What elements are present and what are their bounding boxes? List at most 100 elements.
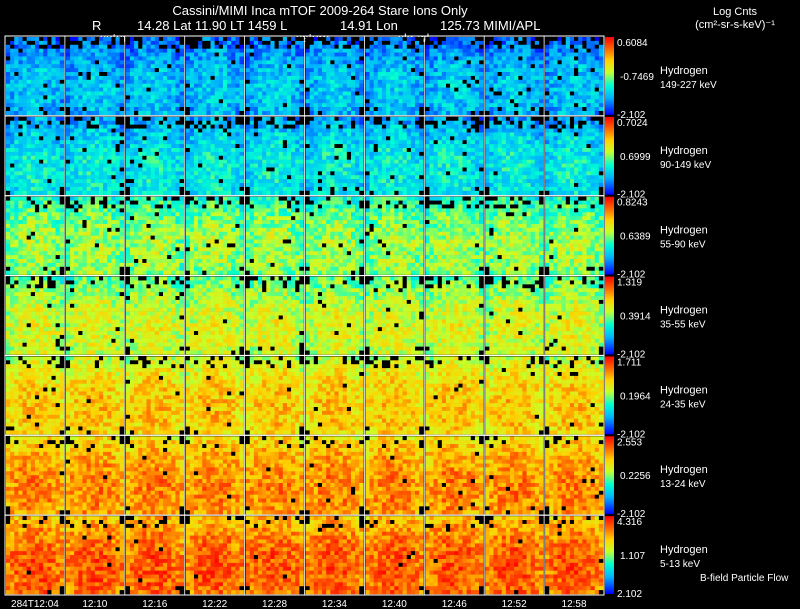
heatmap-cell [34,107,40,112]
heatmap-cell [322,186,327,192]
heatmap-cell [286,120,292,125]
heatmap-cell [22,103,27,108]
heatmap-cell [326,40,331,46]
heatmap-cell [317,120,323,125]
heatmap-cell [398,179,403,184]
heatmap-cell [111,116,116,122]
heatmap-cell [55,140,61,145]
heatmap-cell [202,179,207,184]
heatmap-cell [249,116,255,122]
heatmap-cell [214,68,220,73]
heatmap-cell [445,44,451,49]
heatmap-cell [433,79,439,85]
heatmap-cell [462,116,467,122]
heatmap-cell [369,52,374,57]
heatmap-cell [286,48,292,53]
heatmap-cell [522,48,527,53]
heatmap-cell [419,87,424,92]
heatmap-cell [142,75,147,81]
heatmap-cell [466,87,472,92]
heatmap-cell [338,87,344,92]
heatmap-cell [445,155,451,160]
heatmap-cell [474,163,480,168]
heatmap-cell [258,95,263,100]
heatmap-cell [14,48,19,53]
heatmap-cell [245,144,251,149]
heatmap-cell [98,107,104,112]
heatmap-cell [425,37,430,42]
heatmap-cell [111,144,116,149]
heatmap-cell [202,167,207,172]
heatmap-cell [415,155,420,160]
heatmap-cell [419,190,424,196]
heatmap-cell [282,128,288,133]
heatmap-cell [18,183,23,188]
heatmap-cell [65,151,71,157]
heatmap-cell [82,151,87,157]
heatmap-cell [185,148,191,153]
heatmap-cell [198,48,203,53]
heatmap-cell [274,56,279,61]
heatmap-cell [146,151,151,157]
heatmap-cell [206,124,211,129]
heatmap-cell [210,171,215,176]
heatmap-cell [454,48,459,53]
heatmap-cell [119,144,125,149]
heatmap-cell [305,124,310,129]
heatmap-cell [70,144,75,149]
heatmap-cell [381,75,387,81]
heatmap-cell [142,163,147,168]
heatmap-cell [210,83,215,88]
heatmap-cell [65,155,71,160]
heatmap-cell [266,171,271,176]
heatmap-cell [210,103,215,108]
heatmap-cell [505,87,511,92]
heatmap-cell [175,83,180,88]
heatmap-cell [43,110,48,116]
heatmap-cell [299,72,304,77]
heatmap-cell [410,87,416,92]
heatmap-cell [355,110,360,116]
heatmap-cell [10,151,15,157]
heatmap-cell [185,128,191,133]
heatmap-cell [111,124,116,129]
heatmap-cell [189,103,195,108]
heatmap-cell [402,52,408,57]
heatmap-cell [249,144,255,149]
heatmap-cell [322,190,327,196]
heatmap-cell [18,87,23,92]
heatmap-cell [193,107,199,112]
heatmap-cell [522,37,527,42]
heatmap-cell [433,151,439,157]
heatmap-cell [47,40,52,46]
heatmap-cell [210,163,215,168]
heatmap-cell [291,52,296,57]
heatmap-cell [158,155,164,160]
heatmap-cell [171,79,176,85]
heatmap-cell [262,167,267,172]
heatmap-cell [206,155,211,160]
heatmap-cell [299,167,304,172]
heatmap-cell [59,87,65,92]
heatmap-cell [82,110,87,116]
heatmap-cell [501,56,507,61]
heatmap-cell [34,151,40,157]
heatmap-cell [526,103,531,108]
heatmap-cell [309,64,315,69]
heatmap-cell [553,75,558,81]
heatmap-cell [278,103,284,108]
heatmap-cell [146,91,151,96]
heatmap-cell [381,37,387,42]
heatmap-cell [518,56,523,61]
heatmap-cell [274,179,279,184]
heatmap-cell [429,140,434,145]
heatmap-cell [309,144,315,149]
heatmap-cell [142,56,147,61]
heatmap-cell [30,183,36,188]
heatmap-cell [74,190,79,196]
heatmap-cell [262,37,267,42]
heatmap-cell [466,60,472,65]
heatmap-cell [425,107,430,112]
heatmap-cell [245,99,251,104]
heatmap-cell [309,116,315,122]
